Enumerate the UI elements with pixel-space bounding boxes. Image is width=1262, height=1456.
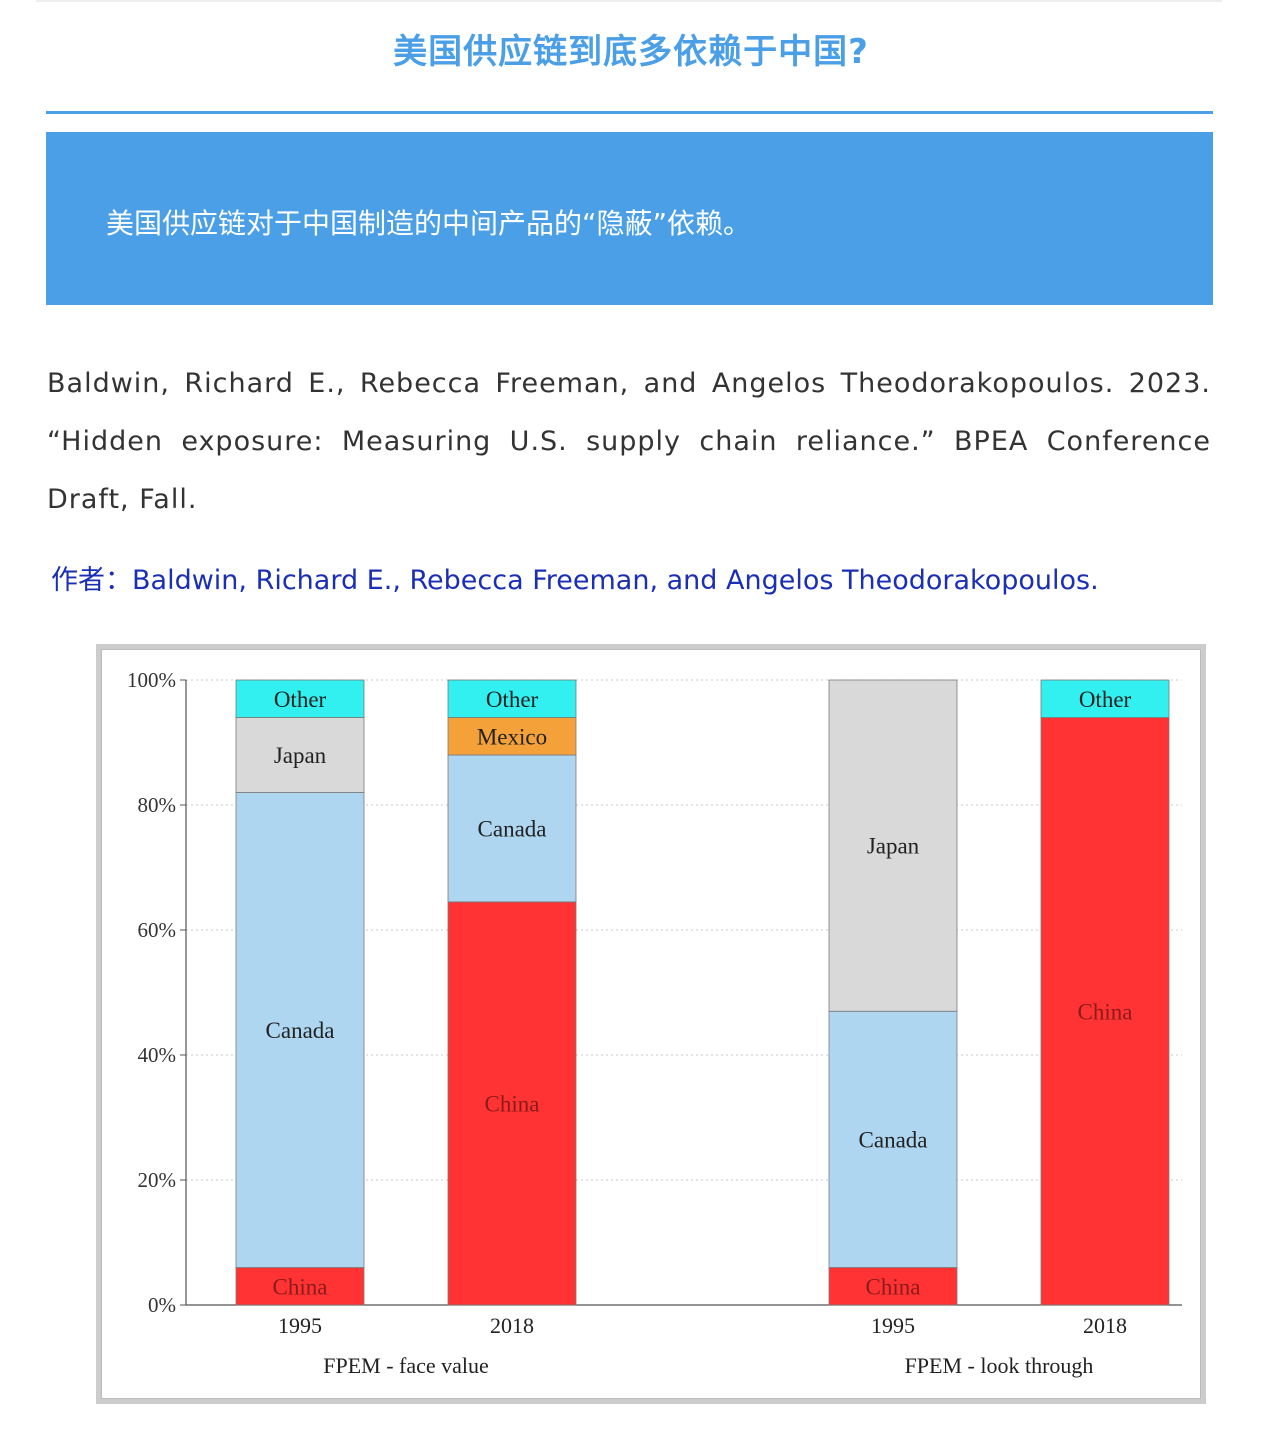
- bar-segment-canada: [235, 792, 365, 1268]
- segment-label: China: [866, 1274, 921, 1299]
- segment-label: Other: [486, 687, 539, 712]
- title-rule: [46, 111, 1213, 114]
- segment-label: Canada: [859, 1127, 928, 1152]
- bar-segment-china: [235, 1267, 365, 1306]
- y-tick-label: 40%: [138, 1043, 177, 1067]
- y-tick-label: 100%: [127, 668, 176, 692]
- bar-segment-other: [235, 679, 365, 718]
- x-tick-label: 1995: [871, 1313, 915, 1338]
- x-tick-label: 2018: [1083, 1313, 1127, 1338]
- segment-label: Japan: [274, 743, 327, 768]
- bar-segment-china: [447, 901, 577, 1306]
- page-title: 美国供应链到底多依赖于中国?: [393, 32, 869, 72]
- y-tick-label: 80%: [138, 793, 177, 817]
- banner-text: 美国供应链对于中国制造的中间产品的“隐蔽”依赖。: [106, 207, 752, 240]
- bar-segment-mexico: [447, 717, 577, 756]
- citation-paragraph: Baldwin, Richard E., Rebecca Freeman, an…: [47, 368, 1211, 515]
- segment-label: Mexico: [477, 724, 547, 749]
- x-tick-label: 1995: [278, 1313, 322, 1338]
- chart-frame: 0% 20% 40% 60% 80% 100% China Canada Japan Other 1…: [96, 644, 1206, 1404]
- y-tick-label: 60%: [138, 918, 177, 942]
- bar-segment-canada: [828, 1010, 958, 1268]
- y-tick-label: 0%: [148, 1293, 176, 1317]
- segment-label: China: [485, 1091, 540, 1116]
- group-label: FPEM - face value: [323, 1353, 489, 1378]
- x-tick-label: 2018: [490, 1313, 534, 1338]
- segment-label: Other: [274, 687, 327, 712]
- bar-segment-china: [1040, 717, 1170, 1306]
- segment-label: China: [273, 1274, 328, 1299]
- bar-segment-other: [1040, 679, 1170, 718]
- segment-label: Canada: [266, 1018, 335, 1043]
- segment-label: Japan: [867, 834, 920, 859]
- segment-label: China: [1078, 999, 1133, 1024]
- segment-label: Other: [1079, 687, 1132, 712]
- top-divider: [36, 0, 1222, 2]
- stacked-bar-chart: 0% 20% 40% 60% 80% 100% China Canada Japan Other 1…: [127, 668, 1182, 1378]
- bar-segment-other: [447, 679, 577, 718]
- group-label: FPEM - look through: [905, 1353, 1094, 1378]
- segment-label: Canada: [478, 816, 547, 841]
- bar-segment-japan: [828, 679, 958, 1012]
- chart-panel: 0% 20% 40% 60% 80% 100% China Canada Japan Other 1…: [101, 649, 1201, 1399]
- author-line: 作者：Baldwin, Richard E., Rebecca Freeman,…: [51, 565, 1099, 596]
- summary-banner: 美国供应链对于中国制造的中间产品的“隐蔽”依赖。: [46, 132, 1213, 305]
- y-tick-label: 20%: [138, 1168, 177, 1192]
- bar-segment-canada: [447, 754, 577, 903]
